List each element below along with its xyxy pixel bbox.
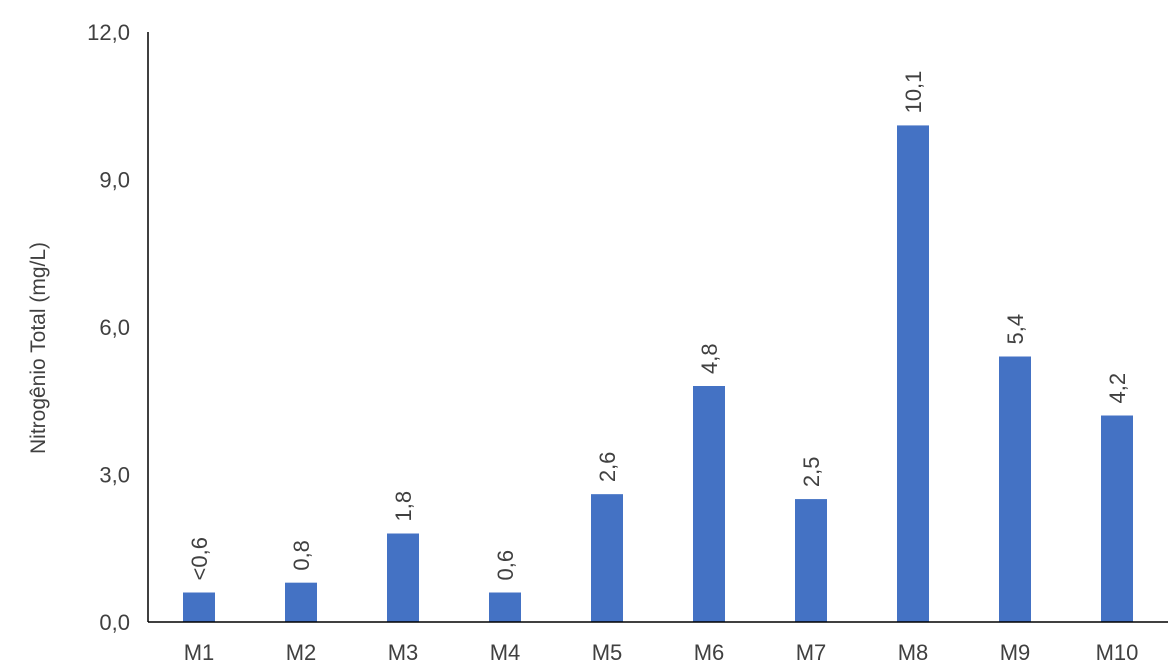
- x-tick-label: M1: [184, 640, 215, 665]
- y-tick-label: 0,0: [99, 610, 130, 635]
- data-label-m10: 4,2: [1105, 373, 1130, 404]
- data-label-m7: 2,5: [799, 456, 824, 487]
- bar-m7: [795, 499, 827, 622]
- bar-m3: [387, 533, 419, 622]
- bar-m8: [897, 125, 929, 623]
- x-tick-label: M9: [1000, 640, 1031, 665]
- bar-m2: [285, 582, 317, 622]
- data-label-m8: 10,1: [901, 71, 926, 114]
- x-tick-label: M5: [592, 640, 623, 665]
- data-label-m9: 5,4: [1003, 314, 1028, 345]
- x-tick-label: M3: [388, 640, 419, 665]
- bar-m5: [591, 494, 623, 622]
- bar-m1: [183, 592, 215, 622]
- y-axis-title: Nitrogênio Total (mg/L): [27, 242, 50, 454]
- x-tick-label: M6: [694, 640, 725, 665]
- x-tick-labels: M1 M2 M3 M4 M5 M6 M7 M8 M9 M10: [184, 640, 1139, 665]
- data-label-m3: 1,8: [391, 491, 416, 522]
- bar-m9: [999, 356, 1031, 622]
- data-label-m4: 0,6: [493, 550, 518, 581]
- data-labels: <0,6 0,8 1,8 0,6 2,6 4,8 2,5 10,1 5,4 4,2: [187, 71, 1130, 581]
- bars: [183, 125, 1133, 623]
- x-tick-label: M10: [1096, 640, 1139, 665]
- bar-m4: [489, 592, 521, 622]
- x-tick-label: M4: [490, 640, 521, 665]
- data-label-m2: 0,8: [289, 540, 314, 571]
- y-tick-label: 9,0: [99, 168, 130, 193]
- data-label-m5: 2,6: [595, 452, 620, 483]
- x-tick-label: M2: [286, 640, 317, 665]
- x-tick-label: M8: [898, 640, 929, 665]
- y-tick-label: 3,0: [99, 463, 130, 488]
- bar-m10: [1101, 415, 1133, 622]
- y-tick-label: 12,0: [87, 20, 130, 45]
- data-label-m6: 4,8: [697, 343, 722, 374]
- y-tick-labels: 0,0 3,0 6,0 9,0 12,0: [87, 20, 130, 635]
- data-label-m1: <0,6: [187, 537, 212, 580]
- y-tick-label: 6,0: [99, 315, 130, 340]
- bar-m6: [693, 386, 725, 622]
- x-tick-label: M7: [796, 640, 827, 665]
